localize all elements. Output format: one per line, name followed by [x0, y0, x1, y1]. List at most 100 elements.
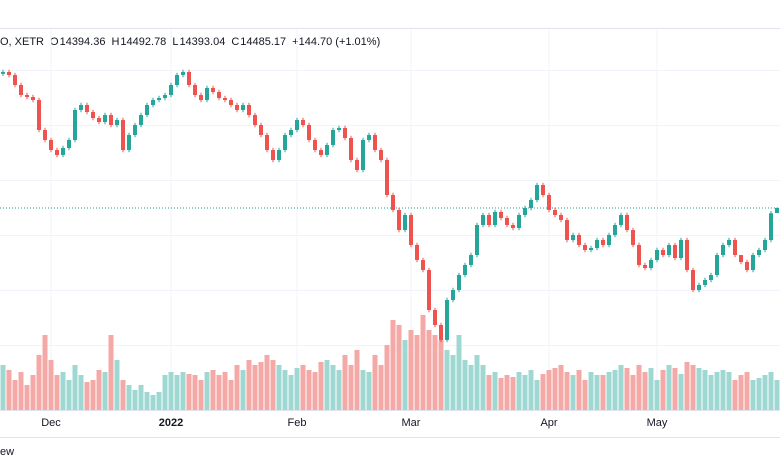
candle-body: [97, 118, 101, 122]
volume-bar: [300, 365, 306, 410]
volume-bar: [84, 382, 90, 410]
x-tick-label: Apr: [540, 417, 557, 429]
field-value: 14492.78: [120, 36, 166, 48]
candle-body: [595, 240, 599, 248]
candle-body: [613, 225, 617, 235]
volume-bar: [318, 362, 324, 410]
candle-body: [379, 150, 383, 160]
volume-bar: [612, 370, 618, 410]
volume-bar: [222, 372, 228, 410]
volume-bar: [78, 375, 84, 410]
volume-bar: [726, 372, 732, 410]
candle-body: [313, 140, 317, 150]
candle-body: [661, 250, 665, 255]
volume-bar: [426, 330, 432, 410]
candle-body: [685, 240, 689, 270]
volume-bar: [252, 365, 258, 410]
volume-bar: [354, 350, 360, 410]
candle-body: [463, 265, 467, 275]
candle-body: [109, 115, 113, 125]
candle-body: [649, 260, 653, 268]
volume-bar: [312, 372, 318, 410]
candle-body: [523, 208, 527, 215]
candle-body: [415, 245, 419, 260]
volume-bar: [276, 365, 282, 410]
candle-body: [703, 280, 707, 285]
field-key: H: [111, 36, 119, 48]
volume-bar: [402, 340, 408, 410]
volume-bar: [162, 375, 168, 410]
candle-body: [529, 200, 533, 208]
h-grid: [0, 70, 780, 346]
candle-body: [73, 110, 77, 140]
volume-bar: [606, 372, 612, 410]
candle-body: [541, 185, 545, 195]
candle-body: [559, 215, 563, 220]
volume-bar: [264, 355, 270, 410]
candle-body: [367, 135, 371, 140]
candle-body: [271, 150, 275, 160]
candle-body: [331, 130, 335, 145]
candle-body: [385, 160, 389, 195]
volume-bar: [744, 372, 750, 410]
candle-body: [205, 88, 209, 100]
candle-body: [91, 112, 95, 118]
volume-bar: [174, 375, 180, 410]
footer-text: ew: [0, 446, 14, 458]
volume-bar: [600, 375, 606, 410]
volume-bar: [540, 374, 546, 410]
volume-bar: [504, 375, 510, 410]
volume-bar: [192, 375, 198, 410]
volume-bar: [474, 355, 480, 410]
candle-body: [499, 212, 503, 218]
candle-body: [673, 245, 677, 258]
candle-body: [493, 212, 497, 225]
candle-body: [571, 235, 575, 240]
candle-body: [349, 138, 353, 160]
candle-body: [487, 215, 491, 225]
candle-body: [601, 240, 605, 245]
candle-body: [19, 85, 23, 95]
volume-bar: [684, 362, 690, 410]
volume-bar: [72, 365, 78, 410]
candle-body: [157, 98, 161, 100]
volume-bar: [282, 370, 288, 410]
volume-bar: [588, 372, 594, 410]
candle-body: [433, 310, 437, 325]
volume-bar: [36, 355, 42, 410]
volume-bar: [306, 370, 312, 410]
candle-body: [739, 255, 743, 262]
volume-bar: [648, 368, 654, 410]
candle-body: [547, 195, 551, 210]
candle-body: [223, 98, 227, 100]
legend-header: O, XETR O 14394.36 H 14492.78 L 14393.04 C 14485…: [0, 36, 380, 48]
candle-body: [259, 125, 263, 135]
volume-bar: [468, 365, 474, 410]
candle-body: [241, 105, 245, 110]
field-value: 14485.17: [240, 36, 286, 48]
volume-bar: [30, 375, 36, 410]
candle-body: [409, 215, 413, 245]
volume-bar: [18, 372, 24, 410]
field-value: 14394.36: [60, 36, 106, 48]
volume-bar: [24, 385, 30, 410]
candle-body: [475, 225, 479, 255]
candle-body: [421, 260, 425, 270]
candle-body: [319, 150, 323, 155]
candle-body: [13, 75, 17, 85]
candle-body: [757, 250, 761, 255]
volume-bar: [498, 378, 504, 410]
candle-body: [697, 285, 701, 290]
volume-bar: [126, 385, 132, 410]
volume-bar: [204, 372, 210, 410]
candle-body: [631, 230, 635, 245]
volume-bar: [642, 372, 648, 410]
volume-bar: [240, 370, 246, 410]
volume-bar: [570, 375, 576, 410]
field-key: L: [172, 36, 178, 48]
volume-bar: [546, 370, 552, 410]
volume-bar: [198, 380, 204, 410]
volume-bar: [420, 315, 426, 410]
candle-body: [151, 100, 155, 105]
